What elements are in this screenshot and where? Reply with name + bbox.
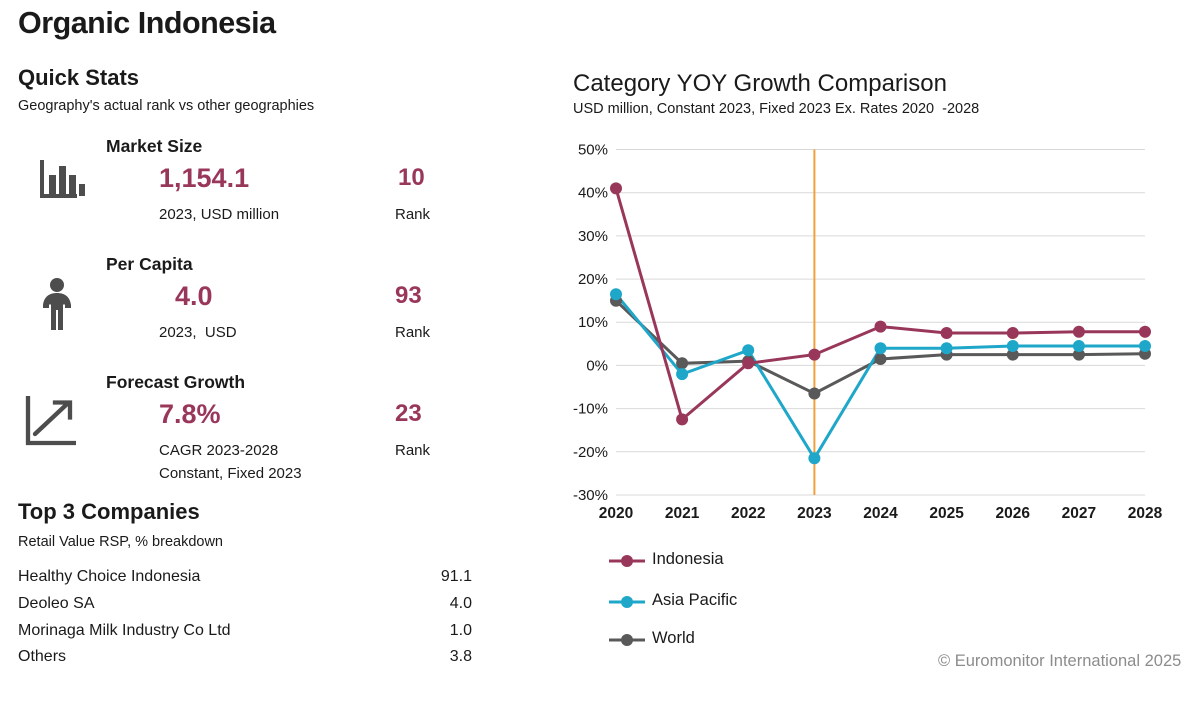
svg-text:20%: 20% [578, 271, 608, 288]
svg-text:30%: 30% [578, 228, 608, 245]
svg-text:-20%: -20% [573, 444, 608, 461]
svg-text:2023: 2023 [797, 505, 832, 522]
svg-text:-30%: -30% [573, 487, 608, 504]
svg-text:-10%: -10% [573, 401, 608, 418]
svg-text:0%: 0% [586, 357, 608, 374]
svg-text:40%: 40% [578, 185, 608, 202]
svg-text:2028: 2028 [1128, 505, 1163, 522]
svg-text:2025: 2025 [929, 505, 964, 522]
svg-text:2022: 2022 [731, 505, 765, 522]
svg-text:2026: 2026 [996, 505, 1031, 522]
svg-text:50%: 50% [578, 142, 608, 159]
svg-text:10%: 10% [578, 314, 608, 331]
svg-text:2024: 2024 [863, 505, 898, 522]
svg-text:2027: 2027 [1062, 505, 1096, 522]
svg-text:2021: 2021 [665, 505, 700, 522]
svg-text:2020: 2020 [599, 505, 633, 522]
